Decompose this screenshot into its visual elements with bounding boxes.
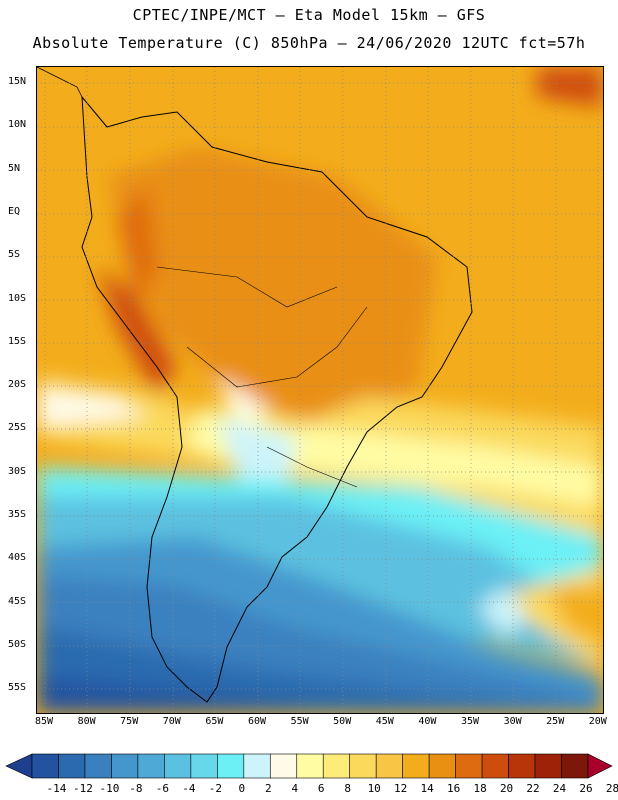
longitude-label: 65W (205, 716, 224, 727)
colorbar-tick-label: -14 (46, 782, 67, 795)
colorbar-swatch (481, 753, 509, 779)
map-title-line2: Absolute Temperature (C) 850hPa – 24/06/… (32, 34, 586, 52)
colorbar-swatch (349, 753, 377, 779)
colorbar-min-arrow (5, 753, 33, 779)
latitude-label: 5S (8, 249, 21, 261)
colorbar-swatch (84, 753, 112, 779)
continent-outline (81, 95, 473, 703)
colorbar-swatch (243, 753, 271, 779)
latitude-label: 55S (8, 682, 27, 694)
colorbar-swatch (428, 753, 456, 779)
colorbar-swatch (269, 753, 298, 779)
longitude-label: 45W (375, 716, 394, 727)
longitude-label: 30W (503, 716, 522, 727)
colorbar-swatch (217, 753, 245, 779)
colorbar-tick-label: 22 (526, 782, 540, 795)
latitude-label: 35S (8, 509, 27, 520)
latitude-label: 40S (8, 552, 27, 564)
colorbar-swatch (455, 753, 483, 779)
colorbar-swatch (111, 753, 139, 779)
longitude-label: 60W (247, 716, 267, 727)
colorbar-swatch (322, 753, 351, 779)
colorbar-swatch (508, 753, 536, 779)
colorbar-tick-label: 10 (367, 782, 381, 795)
colorbar-max-arrow (587, 753, 613, 779)
colorbar-tick-label: 0 (238, 782, 246, 795)
colorbar-tick-label: 20 (499, 782, 514, 795)
latitude-label: 25S (8, 422, 27, 434)
colorbar-swatch (534, 753, 562, 779)
latitude-label: 20S (8, 379, 27, 391)
colorbar-swatch (58, 753, 86, 779)
colorbar-swatch (402, 753, 430, 779)
colorbar-tick-label: -12 (73, 782, 93, 795)
map-canvas (37, 67, 603, 713)
temperature-colorbar (5, 753, 613, 779)
latitude-label: 10N (8, 119, 27, 131)
colorbar-tick-label: -4 (182, 782, 196, 795)
latitude-label: EQ (8, 205, 21, 217)
longitude-label: 80W (77, 716, 96, 727)
colorbar-tick-label: 26 (579, 782, 593, 795)
colorbar-tick-label: 8 (344, 782, 352, 795)
map-title-line1: CPTEC/INPE/MCT – Eta Model 15km – GFS (132, 6, 486, 24)
longitude-label: 40W (418, 716, 437, 727)
colorbar-tick-label: -2 (208, 782, 222, 795)
latitude-label: 10S (8, 292, 27, 304)
latitude-label: 45S (8, 595, 27, 607)
longitude-label: 25W (546, 716, 565, 727)
colorbar-swatch (375, 753, 403, 779)
colorbar-tick-label: -8 (129, 782, 143, 795)
longitude-label: 55W (290, 716, 309, 727)
latitude-label: 50S (8, 638, 27, 650)
longitude-label: 85W (34, 716, 54, 727)
temperature-map (36, 66, 604, 714)
latitude-label: 30S (8, 465, 27, 477)
colorbar-tick-label: 6 (317, 782, 325, 795)
colorbar-tick-label: 16 (446, 782, 461, 795)
colorbar-swatch (296, 753, 324, 779)
colorbar-tick-label: -10 (99, 782, 120, 795)
longitude-label: 50W (333, 716, 352, 727)
colorbar-tick-label: 14 (420, 782, 434, 795)
latitude-label: 5N (8, 162, 21, 174)
colorbar-tick-label: 2 (264, 782, 272, 795)
longitude-label: 20W (588, 716, 607, 727)
latitude-label: 15S (8, 335, 27, 347)
longitude-label: 70W (162, 716, 181, 727)
colorbar-swatch (164, 753, 192, 779)
longitude-label: 75W (120, 716, 139, 727)
latitude-label: 15N (8, 76, 27, 87)
colorbar-tick-label: 28 (605, 782, 618, 795)
colorbar-tick-label: -6 (155, 782, 169, 795)
colorbar-tick-label: 18 (473, 782, 487, 795)
colorbar-swatch (137, 753, 165, 779)
colorbar-tick-label: 24 (552, 782, 567, 795)
colorbar-swatch (31, 753, 59, 779)
colorbar-swatch (190, 753, 218, 779)
longitude-label: 35W (460, 716, 480, 727)
colorbar-tick-label: 12 (394, 782, 408, 795)
colorbar-tick-label: 4 (291, 782, 299, 795)
colorbar-swatch (561, 753, 589, 779)
